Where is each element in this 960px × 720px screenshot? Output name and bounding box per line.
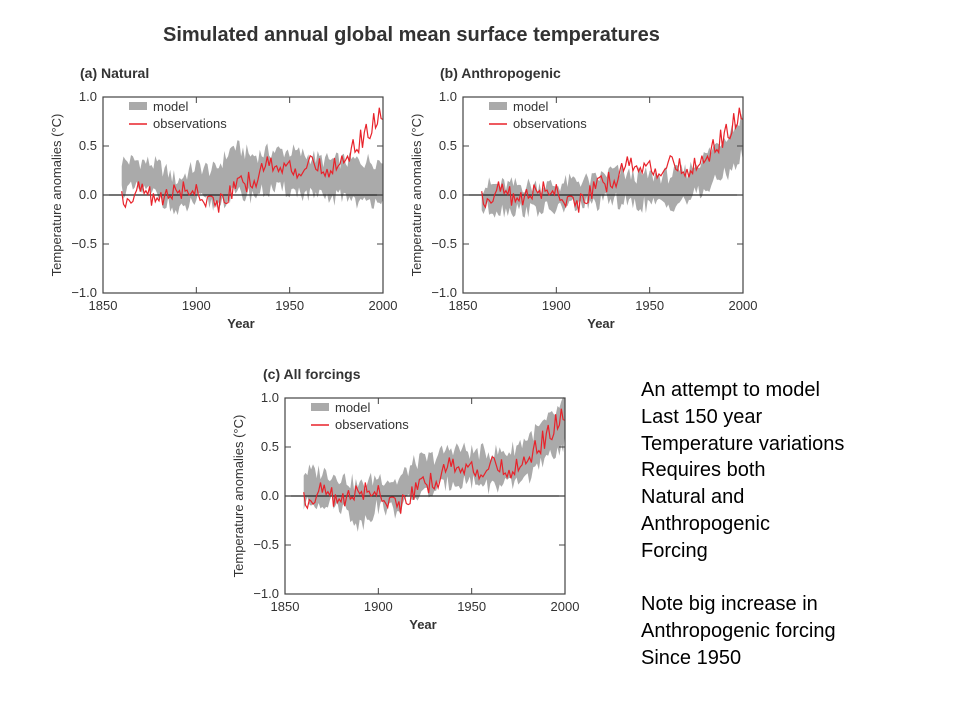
- main-title: Simulated annual global mean surface tem…: [163, 24, 660, 46]
- legend-model-swatch: [311, 403, 329, 411]
- x-tick-label: 1900: [542, 298, 571, 313]
- x-tick-label: 1950: [457, 599, 486, 614]
- y-tick-label: 1.0: [79, 89, 97, 104]
- panel-title: (b) Anthropogenic: [440, 65, 561, 81]
- panel-title: (c) All forcings: [263, 366, 361, 382]
- model-band: [303, 397, 565, 532]
- note-line: Temperature variations: [641, 432, 845, 455]
- y-tick-label: −1.0: [71, 285, 97, 300]
- y-tick-label: 0.5: [439, 138, 457, 153]
- legend-model-label: model: [513, 99, 549, 114]
- x-tick-label: 2000: [551, 599, 580, 614]
- x-tick-label: 1950: [275, 298, 304, 313]
- note-line: Requires both: [641, 459, 766, 482]
- y-axis-label: Temperature anomalies (°C): [409, 114, 424, 277]
- legend-model-swatch: [489, 102, 507, 110]
- x-tick-label: 2000: [369, 298, 398, 313]
- y-tick-label: −0.5: [71, 236, 97, 251]
- panel-title: (a) Natural: [80, 65, 149, 81]
- y-tick-label: 1.0: [261, 390, 279, 405]
- x-axis-label: Year: [227, 316, 254, 331]
- legend-observations-label: observations: [513, 116, 587, 131]
- y-tick-label: 0.0: [79, 187, 97, 202]
- y-tick-label: −1.0: [253, 586, 279, 601]
- note-spacer: [641, 565, 844, 592]
- y-tick-label: 0.5: [261, 439, 279, 454]
- x-tick-label: 1950: [635, 298, 664, 313]
- model-band: [121, 140, 383, 216]
- legend-model-swatch: [129, 102, 147, 110]
- y-axis-label: Temperature anomalies (°C): [231, 415, 246, 578]
- x-tick-label: 1850: [89, 298, 118, 313]
- legend-observations-label: observations: [153, 116, 227, 131]
- y-tick-label: −0.5: [431, 236, 457, 251]
- x-tick-label: 1850: [271, 599, 300, 614]
- y-tick-label: 0.5: [79, 138, 97, 153]
- x-tick-label: 1900: [182, 298, 211, 313]
- x-tick-label: 2000: [729, 298, 758, 313]
- note-line: Note big increase in: [641, 593, 818, 616]
- note-line: An attempt to model: [641, 379, 820, 401]
- annotation-text: An attempt to model Last 150 year Temper…: [641, 377, 844, 672]
- y-tick-label: 0.0: [261, 488, 279, 503]
- x-axis-label: Year: [587, 316, 614, 331]
- note-line: Last 150 year: [641, 405, 763, 428]
- y-tick-label: −0.5: [253, 537, 279, 552]
- x-tick-label: 1900: [364, 599, 393, 614]
- x-tick-label: 1850: [449, 298, 478, 313]
- note-line: Natural and: [641, 486, 745, 509]
- legend-model-label: model: [335, 400, 371, 415]
- observations-line: [303, 408, 566, 514]
- note-line: Since 1950: [641, 646, 742, 669]
- note-line: Forcing: [641, 539, 708, 562]
- y-axis-label: Temperature anomalies (°C): [49, 114, 64, 277]
- legend-observations-label: observations: [335, 417, 409, 432]
- y-tick-label: 1.0: [439, 89, 457, 104]
- x-axis-label: Year: [409, 617, 436, 632]
- observations-line: [481, 107, 744, 213]
- note-line: Anthropogenic forcing: [641, 620, 836, 643]
- note-line: Anthropogenic: [641, 512, 770, 535]
- y-tick-label: 0.0: [439, 187, 457, 202]
- legend-model-label: model: [153, 99, 189, 114]
- y-tick-label: −1.0: [431, 285, 457, 300]
- observations-line: [121, 107, 384, 213]
